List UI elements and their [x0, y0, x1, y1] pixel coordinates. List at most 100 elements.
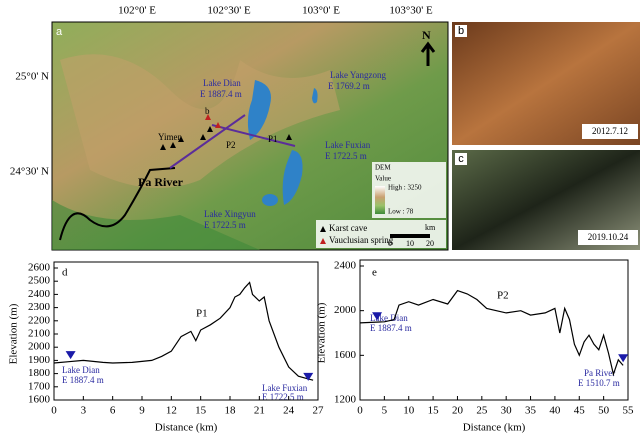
- plot-frame: [359, 259, 629, 401]
- x-axis-label: Distance (km): [463, 422, 526, 434]
- y-tick-label: 2600: [28, 262, 51, 274]
- x-tick-label: 25: [476, 405, 488, 417]
- y-axis-label: Elevation (m): [316, 302, 328, 363]
- x-tick-label: 0: [51, 405, 57, 417]
- lake-elevation: E 1722.5 m: [204, 220, 246, 230]
- y-tick-label: 2200: [28, 314, 51, 326]
- profile-label: P1: [268, 134, 278, 144]
- dem-value: Value: [375, 175, 391, 183]
- lake-label: Lake Dian: [203, 78, 241, 88]
- x-axis-label: Distance (km): [155, 422, 218, 434]
- date-box: [578, 230, 638, 245]
- dem-ramp: [375, 186, 385, 214]
- lake-fuxian-shape: [282, 150, 303, 205]
- annotation: E 1510.7 m: [578, 378, 620, 388]
- annotation: Lake Dian: [370, 313, 408, 323]
- north-arrow: [420, 41, 436, 66]
- y-tick-label: 2400: [28, 288, 51, 300]
- lake-marker: [618, 354, 629, 363]
- dem-high: High : 3250: [388, 184, 422, 192]
- annotation: P1: [196, 308, 208, 320]
- spring-symbols: [205, 114, 221, 128]
- x-tick-label: 35: [525, 405, 537, 417]
- lon-tick-label: 103°30' E: [389, 5, 433, 17]
- lake-xingyun-shape: [262, 194, 278, 206]
- annotation: E 1887.4 m: [370, 323, 412, 333]
- y-tick-label: 2100: [28, 328, 51, 340]
- x-tick-label: 6: [110, 405, 116, 417]
- lake-label: Lake Yangzong: [330, 70, 386, 80]
- lake-label: Lake Fuxian: [325, 140, 371, 150]
- lon-tick-label: 102°0' E: [118, 5, 156, 17]
- photo-label-box: [455, 25, 467, 37]
- x-tick-label: 27: [313, 405, 325, 417]
- x-tick-label: 3: [81, 405, 87, 417]
- annotation: Lake Fuxian: [262, 383, 308, 393]
- lake-marker: [303, 372, 314, 381]
- x-tick-label: 9: [139, 405, 145, 417]
- panel-label: e: [372, 267, 377, 279]
- legend-cave-symbol: [320, 226, 326, 232]
- river-label: Pa River: [138, 175, 184, 189]
- y-tick-label: 2000: [334, 304, 357, 316]
- place-label: Yimen: [158, 132, 182, 142]
- scale-tick: 10: [406, 239, 414, 248]
- lake-dian-shape: [247, 80, 271, 140]
- x-tick-label: 21: [254, 405, 265, 417]
- profile-label: P2: [226, 140, 236, 150]
- lat-tick-label: 24°30' N: [10, 166, 49, 178]
- profile-p1-line: [211, 124, 296, 147]
- lon-tick-label: 103°0' E: [302, 5, 340, 17]
- x-tick-label: 5: [382, 405, 388, 417]
- legend-label: Vauclusian spring: [329, 235, 394, 245]
- x-tick-label: 45: [574, 405, 586, 417]
- panel-label: b: [458, 25, 464, 37]
- annotation: E 1722.5 m: [262, 392, 304, 402]
- x-tick-label: 15: [428, 405, 440, 417]
- y-tick-label: 2300: [28, 301, 51, 313]
- photo-date: 2012.7.12: [592, 126, 628, 136]
- annotation: Pa River: [584, 368, 615, 378]
- north-label: N: [422, 28, 431, 42]
- x-tick-label: 24: [283, 405, 295, 417]
- y-tick-label: 1600: [28, 394, 51, 406]
- lake-elevation: E 1722.5 m: [325, 151, 367, 161]
- y-tick-label: 1600: [334, 349, 357, 361]
- dem-low: Low : 78: [388, 208, 414, 216]
- lat-tick-label: 25°0' N: [15, 71, 49, 83]
- profile-p2-line: [169, 114, 246, 169]
- lon-tick-label: 102°30' E: [207, 5, 251, 17]
- legend-label: Karst cave: [329, 223, 367, 233]
- lake-elevation: E 1769.2 m: [328, 81, 370, 91]
- profile-line: [359, 289, 624, 377]
- y-axis-label: Elevation (m): [8, 303, 20, 364]
- plot-frame: [53, 261, 319, 401]
- x-tick-label: 55: [623, 405, 635, 417]
- y-tick-label: 1800: [28, 367, 51, 379]
- annotation: Lake Dian: [62, 365, 100, 375]
- x-tick-label: 12: [166, 405, 177, 417]
- site-label: b: [205, 106, 210, 116]
- x-tick-label: 10: [403, 405, 415, 417]
- y-tick-label: 1200: [334, 394, 357, 406]
- map-panel: a N 102°0' E 102°30' E 103°0' E 103°30' …: [10, 5, 449, 251]
- dem-title: DEM: [375, 164, 391, 172]
- karst-cave-symbols: [160, 126, 292, 150]
- panel-label: a: [56, 26, 63, 38]
- scale-unit: km: [425, 223, 436, 232]
- x-tick-label: 20: [452, 405, 464, 417]
- panel-label: d: [62, 267, 68, 279]
- x-tick-label: 30: [501, 405, 513, 417]
- legend-spring-symbol: [320, 238, 326, 244]
- lake-label: Lake Xingyun: [204, 209, 256, 219]
- x-tick-label: 40: [549, 405, 561, 417]
- y-tick-label: 1900: [28, 354, 51, 366]
- lake-elevation: E 1887.4 m: [200, 89, 242, 99]
- terrain-lowland: [52, 200, 260, 250]
- y-tick-label: 2500: [28, 275, 51, 287]
- pa-river-line: [59, 167, 176, 241]
- x-tick-label: 0: [357, 405, 363, 417]
- terrain-relief: [60, 54, 340, 189]
- photo-date: 2019.10.24: [588, 232, 629, 242]
